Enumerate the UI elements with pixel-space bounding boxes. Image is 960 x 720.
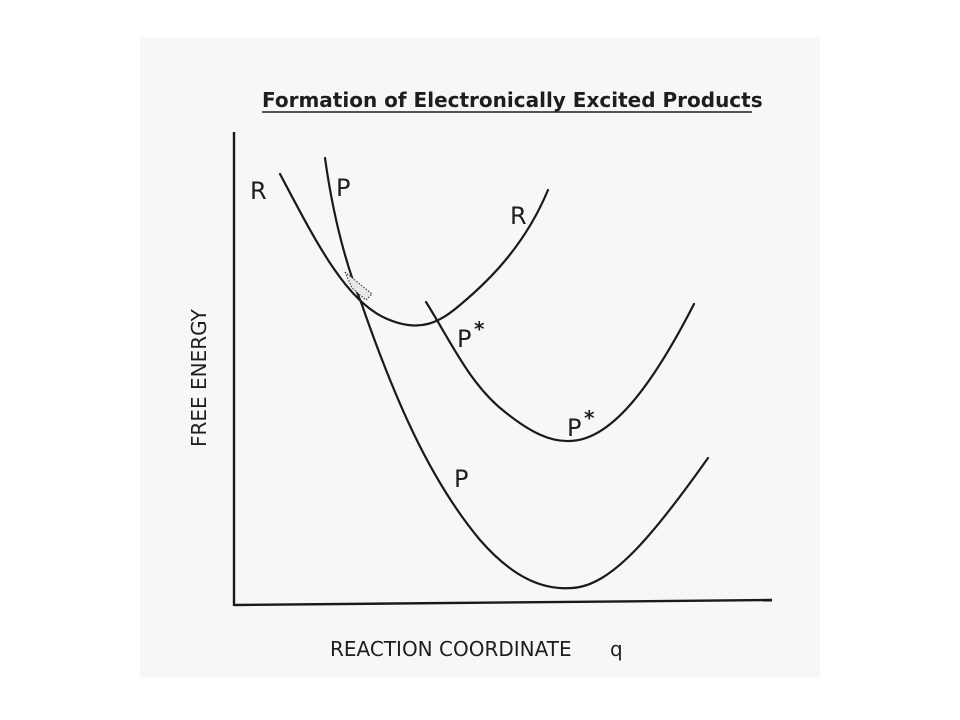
excited-star-upper: * (474, 317, 485, 341)
reactant-label-left: R (250, 177, 267, 205)
crossing-region-marker (344, 271, 373, 301)
excited-product-label-lower: P (567, 414, 581, 442)
diagram-title: Formation of Electronically Excited Prod… (262, 88, 763, 112)
reactant-curve (278, 172, 550, 327)
product-label-bottom: P (454, 465, 468, 493)
excited-star-lower: * (584, 406, 595, 430)
excited-product-label-upper: P (457, 325, 471, 353)
scanned-paper (140, 38, 820, 678)
product-label-top: P (336, 174, 350, 202)
reactant-label-right: R (510, 202, 527, 230)
product-excited-curve (424, 300, 696, 443)
x-axis-symbol: q (610, 637, 623, 661)
x-axis-label: REACTION COORDINATE (330, 637, 572, 661)
y-axis-label: FREE ENERGY (187, 308, 211, 447)
x-axis (233, 598, 773, 607)
